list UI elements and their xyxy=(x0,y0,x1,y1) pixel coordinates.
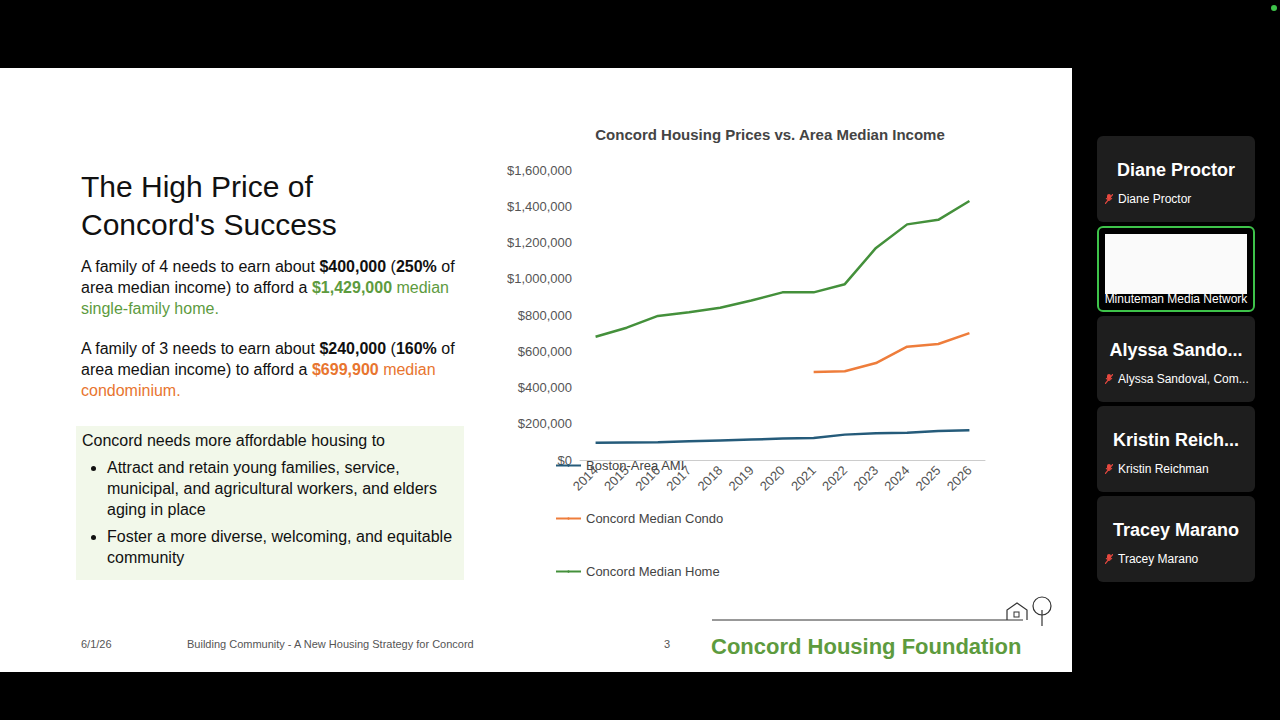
html-text:Concord needs more affordable: Concord needs more affordable housing to xyxy=(82,432,385,449)
svg-text:$600,000: $600,000 xyxy=(518,344,572,359)
html-text:Diane Proctor: Diane Proctor xyxy=(1117,160,1235,180)
svg-text:2019: 2019 xyxy=(726,463,757,494)
html-text:Alyssa Sando...: Alyssa Sando... xyxy=(1109,340,1243,360)
html-text:The High Price of Concord's Su: The High Price of Concord's Success xyxy=(81,170,337,241)
svg-text:2025: 2025 xyxy=(913,463,944,494)
html-text:Building Community - A New Hou: Building Community - A New Housing Strat… xyxy=(187,638,474,650)
svg-text:2022: 2022 xyxy=(819,463,850,494)
html-text:Tracey Marano: Tracey Marano xyxy=(1113,520,1239,540)
svg-text:Concord Housing Prices vs. Are: Concord Housing Prices vs. Area Median I… xyxy=(595,126,945,143)
html-text:6/1/26: 6/1/26 xyxy=(81,638,112,650)
svg-text:Boston-Area AMI: Boston-Area AMI xyxy=(586,458,684,473)
svg-text:2020: 2020 xyxy=(757,463,788,494)
svg-text:2016: 2016 xyxy=(632,462,664,494)
svg-text:Concord Median Home: Concord Median Home xyxy=(586,564,720,579)
svg-text:$1,600,000: $1,600,000 xyxy=(507,163,572,178)
svg-text:2023: 2023 xyxy=(850,463,881,494)
svg-text:2015: 2015 xyxy=(601,462,632,494)
svg-text:$1,200,000: $1,200,000 xyxy=(507,235,572,250)
svg-text:$200,000: $200,000 xyxy=(518,416,572,431)
html-text:Tracey Marano: Tracey Marano xyxy=(1118,552,1199,566)
html-text:Minuteman Media Network: Minuteman Media Network xyxy=(1104,292,1248,306)
html-text:Concord Housing Foundation: Concord Housing Foundation xyxy=(711,634,1022,659)
svg-text:2017: 2017 xyxy=(663,462,695,494)
html-text:Diane Proctor: Diane Proctor xyxy=(1118,192,1192,206)
svg-text:$0: $0 xyxy=(557,452,572,468)
svg-text:$1,400,000: $1,400,000 xyxy=(507,199,572,214)
html-text:Kristin Reich...: Kristin Reich... xyxy=(1113,430,1239,450)
html-text:Alyssa Sandoval, Com...: Alyssa Sandoval, Com... xyxy=(1118,372,1249,386)
svg-text:2014: 2014 xyxy=(569,462,601,494)
svg-text:2024: 2024 xyxy=(881,463,912,494)
html-text:A family of 4 needs to earn ab: A family of 4 needs to earn about $400,0… xyxy=(81,258,455,317)
svg-text:$1,000,000: $1,000,000 xyxy=(507,271,572,286)
html-text:Attract and retain young famil: Attract and retain young families, servi… xyxy=(107,459,437,518)
svg-text:2026: 2026 xyxy=(944,463,975,494)
html-text:Kristin Reichman: Kristin Reichman xyxy=(1118,462,1209,476)
svg-text:$800,000: $800,000 xyxy=(518,308,572,323)
html-text:A family of 3 needs to earn ab: A family of 3 needs to earn about $240,0… xyxy=(81,340,455,399)
svg-text:$400,000: $400,000 xyxy=(518,380,572,395)
svg-text:2021: 2021 xyxy=(788,463,819,494)
svg-text:2018: 2018 xyxy=(694,463,725,494)
html-text:3: 3 xyxy=(664,638,671,650)
html-text:Foster a more diverse, welcomi: Foster a more diverse, welcoming, and eq… xyxy=(107,528,453,566)
svg-text:Concord Median Condo: Concord Median Condo xyxy=(586,511,723,526)
